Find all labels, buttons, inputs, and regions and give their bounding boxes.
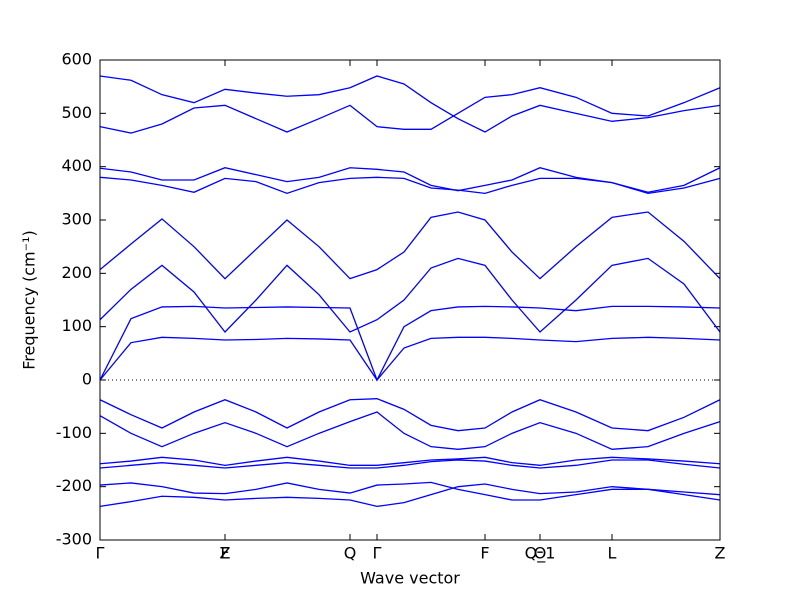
band-line [99, 211, 721, 280]
band-line [99, 398, 721, 432]
band-line [99, 459, 721, 469]
y-tick-label: 100 [61, 316, 92, 335]
band-line [99, 87, 721, 134]
x-tick-label: Γ [96, 544, 105, 563]
x-tick-label: F [480, 544, 489, 563]
x-tick-label: F [220, 544, 229, 563]
y-tick-label: -200 [56, 476, 92, 495]
y-tick-label: -100 [56, 423, 92, 442]
band-line [99, 75, 721, 133]
y-tick-label: 200 [61, 263, 92, 282]
plot-frame [99, 59, 721, 541]
x-tick-label: Q_1 [525, 544, 556, 564]
band-line [99, 456, 721, 466]
y-axis-label: Frequency (cm⁻¹) [20, 230, 39, 369]
x-tick-label: Q [344, 544, 357, 563]
y-tick-label: 600 [61, 50, 92, 69]
band-line [99, 336, 721, 382]
x-tick-label: Z [220, 544, 231, 563]
y-tick-label: 400 [61, 156, 92, 175]
x-axis-label: Wave vector [360, 569, 460, 588]
x-tick-label: Θ [534, 544, 547, 563]
x-tick-label: L [608, 544, 617, 563]
band-line [99, 411, 721, 450]
x-tick-label: Γ [373, 544, 382, 563]
band-line [99, 305, 721, 382]
band-line [99, 176, 721, 195]
band-line [99, 257, 721, 333]
y-tick-label: 0 [82, 370, 92, 389]
y-tick-label: 300 [61, 210, 92, 229]
x-tick-label: Z [715, 544, 726, 563]
band-line [99, 483, 721, 508]
y-tick-label: 500 [61, 103, 92, 122]
y-tick-label: -300 [56, 530, 92, 549]
band-line [99, 481, 721, 501]
